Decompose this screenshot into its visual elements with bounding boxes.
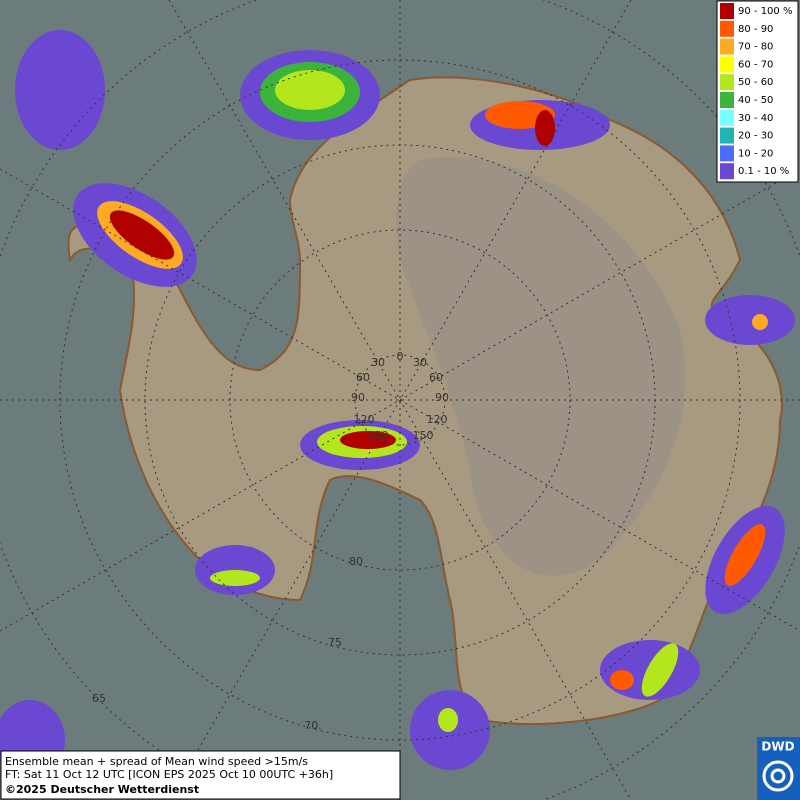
legend-swatch — [720, 3, 734, 19]
logo-icon — [770, 768, 786, 784]
graticule-label: 75 — [328, 636, 342, 649]
meridian — [0, 168, 800, 632]
wind-area — [641, 643, 679, 697]
wind-area — [752, 314, 768, 330]
legend-label: 80 - 90 — [738, 24, 773, 35]
legend-swatch — [720, 56, 734, 73]
meridian — [0, 168, 800, 632]
legend-swatch — [720, 109, 734, 126]
caption: Ensemble mean + spread of Mean wind spee… — [0, 750, 401, 800]
graticule-label: 60 — [356, 371, 370, 384]
legend: 90 - 100 % 80 - 90 70 - 80 60 - 70 50 - 60 40… — [716, 0, 799, 183]
graticule-label: 60 — [429, 371, 443, 384]
interior-shade — [396, 156, 686, 576]
graticule-label: 120 — [354, 413, 375, 426]
graticule-label: 30 — [371, 356, 385, 369]
graticule-label: 90 — [351, 391, 365, 404]
wind-area — [15, 30, 105, 150]
legend-swatch — [720, 92, 734, 108]
wind-area — [724, 524, 766, 586]
legend-label: 70 - 80 — [738, 42, 773, 53]
graticule-label: 150 — [368, 429, 389, 442]
graticule-label: 80 — [349, 555, 363, 568]
logo-icon — [762, 760, 794, 792]
wind-area — [610, 670, 634, 690]
wind-area — [438, 708, 458, 732]
caption-line: FT: Sat 11 Oct 12 UTC [ICON EPS 2025 Oct… — [5, 768, 333, 781]
graticule-label: 65 — [92, 692, 106, 705]
logo-text: DWD — [761, 740, 794, 754]
legend-label: 30 - 40 — [738, 113, 773, 124]
graticule-label: 90 — [435, 391, 449, 404]
legend-swatch — [720, 145, 734, 162]
caption-box — [0, 750, 401, 800]
legend-swatch — [720, 20, 734, 37]
caption-line: ©2025 Deutscher Wetterdienst — [5, 783, 199, 796]
legend-label: 50 - 60 — [738, 77, 773, 88]
legend-label: 10 - 20 — [738, 148, 773, 159]
wind-area — [275, 70, 345, 110]
graticule-label: 0 — [397, 350, 404, 363]
graticule-label: 150 — [413, 429, 434, 442]
wind-area — [535, 110, 555, 146]
legend-swatch — [720, 38, 734, 55]
wind-area — [705, 295, 795, 345]
legend-swatch — [720, 74, 734, 91]
graticule-label: 70. — [304, 719, 322, 732]
logo: DWD — [757, 737, 800, 800]
legend-swatch — [720, 163, 734, 180]
legend-label: 90 - 100 % — [738, 6, 792, 17]
wind-area — [340, 431, 396, 449]
legend-swatch — [720, 127, 734, 144]
graticule-label: 120 — [427, 413, 448, 426]
meridian — [168, 0, 632, 800]
legend-label: 20 - 30 — [738, 131, 773, 142]
meridian — [168, 0, 632, 800]
legend-label: 60 - 70 — [738, 59, 773, 70]
legend-label: 0.1 - 10 % — [738, 166, 789, 177]
legend-label: 40 - 50 — [738, 95, 773, 106]
wind-area — [210, 570, 260, 586]
caption-line: Ensemble mean + spread of Mean wind spee… — [5, 755, 308, 768]
wind-area — [109, 210, 175, 260]
graticule-label: 30 — [413, 356, 427, 369]
